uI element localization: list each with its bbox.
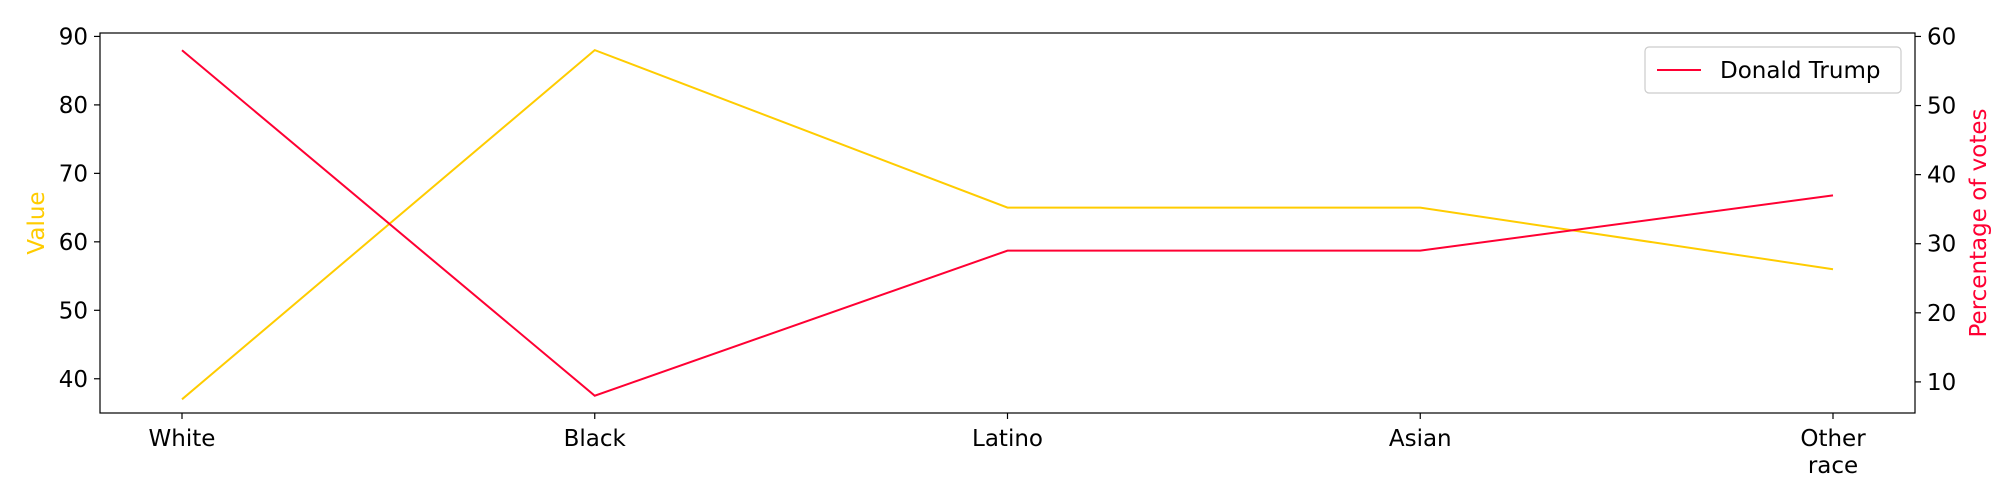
legend-box (1644, 46, 1902, 94)
left-axis-label: Value (24, 191, 50, 254)
right-axis-tick-label: 20 (1927, 301, 1956, 327)
x-axis-tick-label: Other race (1800, 426, 1866, 479)
left-axis-tick-label: 80 (59, 93, 88, 119)
left-axis-tick-label: 60 (59, 230, 88, 256)
series-line-right (181, 49, 1834, 397)
x-axis-tick-label: Latino (972, 426, 1043, 452)
left-axis-tick-label: 40 (59, 367, 88, 393)
right-axis-tick-label: 60 (1927, 24, 1956, 50)
right-axis-tick-label: 40 (1927, 163, 1956, 189)
series-line-left (181, 48, 1834, 401)
x-axis-tick-label: Asian (1389, 426, 1452, 452)
right-axis-label: Percentage of votes (1966, 108, 1992, 337)
left-axis-tick-label: 70 (59, 161, 88, 187)
left-axis-tick-label: 50 (59, 298, 88, 324)
right-axis-tick-label: 10 (1927, 370, 1956, 396)
left-axis-tick-label: 90 (59, 24, 88, 50)
x-axis-tick-label: White (149, 426, 216, 452)
x-axis-tick-label: Black (564, 426, 627, 452)
right-axis-tick-label: 50 (1927, 94, 1956, 120)
legend-label: Donald Trump (1720, 58, 1880, 84)
right-axis-tick-label: 30 (1927, 232, 1956, 258)
plot-area-frame (99, 32, 1916, 414)
